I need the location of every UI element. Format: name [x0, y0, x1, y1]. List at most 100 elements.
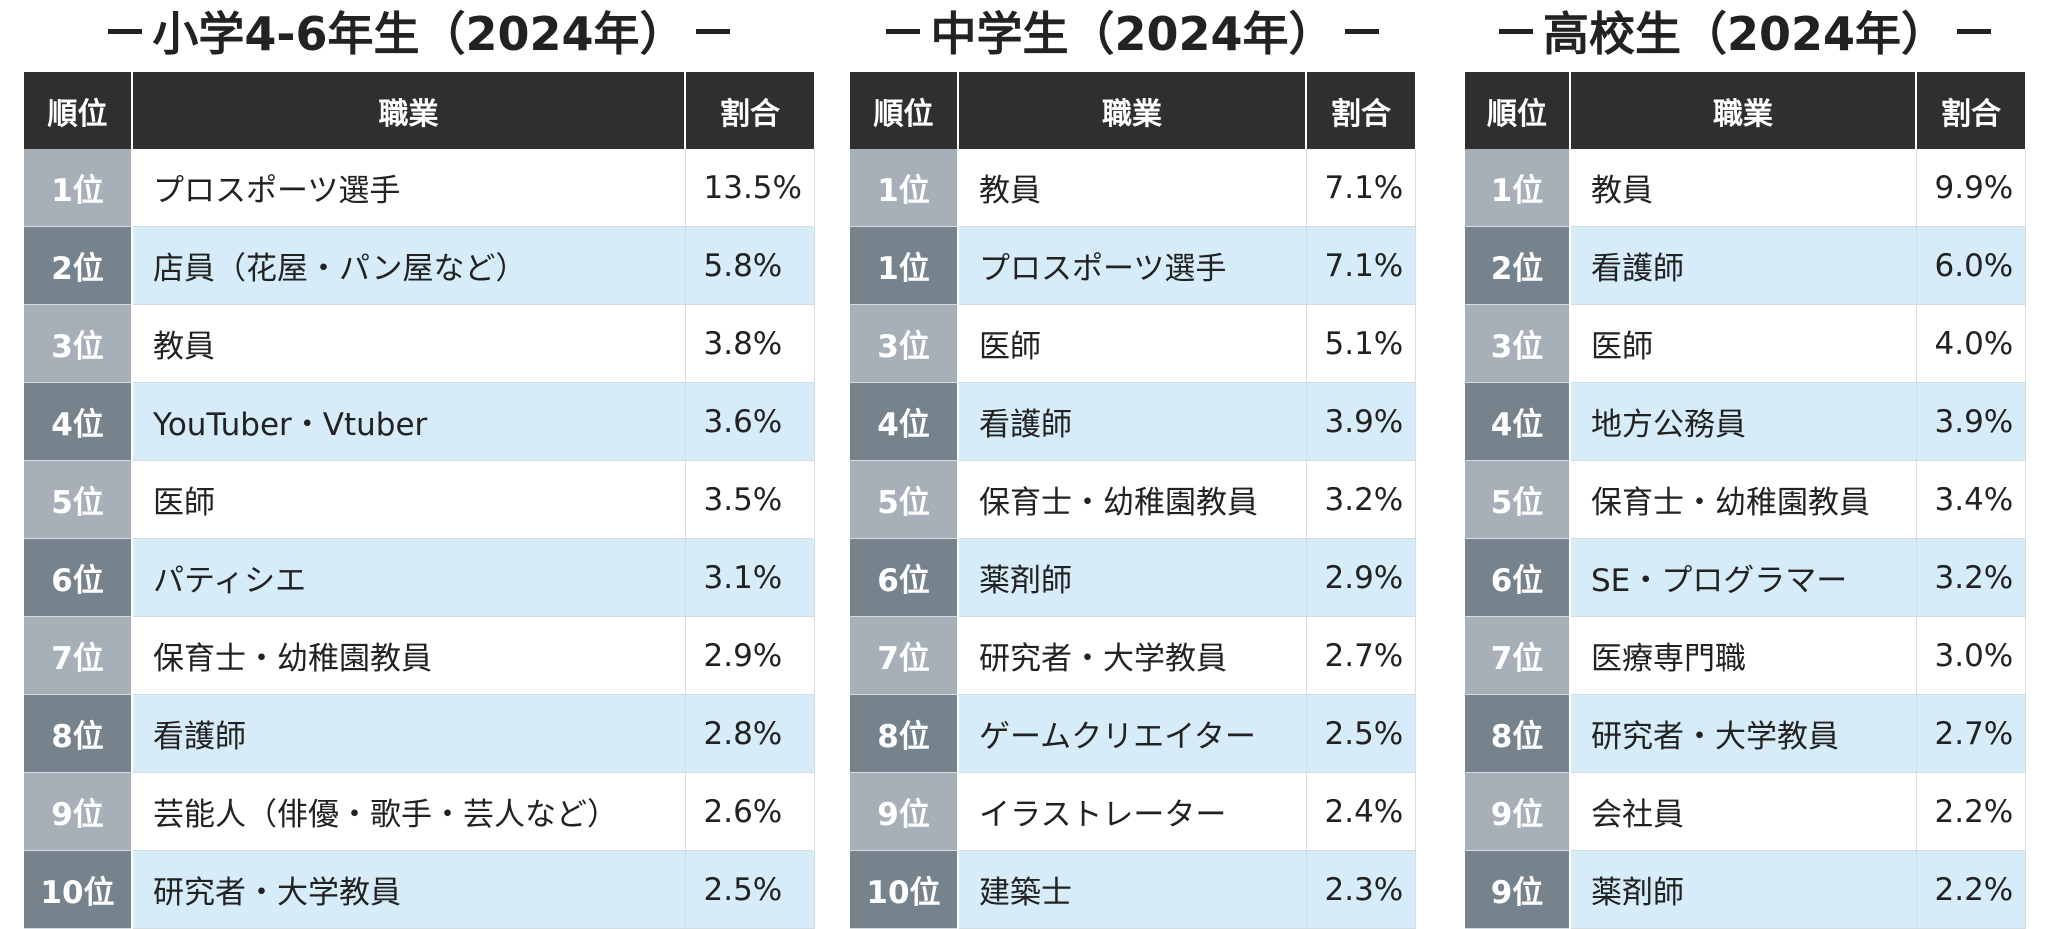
header-pct: 割合 — [685, 72, 814, 149]
job-cell: 看護師 — [131, 694, 686, 773]
table-row: 10位 研究者・大学教員 2.5% — [24, 850, 815, 929]
job-cell: プロスポーツ選手 — [131, 149, 686, 227]
job-cell: 研究者・大学教員 — [957, 616, 1307, 695]
rank-cell: 5位 — [850, 460, 959, 539]
table-row: 1位 プロスポーツ選手 7.1% — [850, 226, 1416, 305]
header-rank: 順位 — [850, 72, 959, 149]
job-cell: 教員 — [1569, 149, 1917, 227]
pct-cell: 6.0% — [1916, 226, 2026, 305]
rank-cell: 9位 — [1465, 850, 1571, 929]
rank-cell: 7位 — [1465, 616, 1571, 695]
job-cell: 薬剤師 — [957, 538, 1307, 617]
table-body: 1位 教員 7.1% 1位 プロスポーツ選手 7.1% 3位 医師 5.1% 4位 看護師 3.9% 5… — [850, 149, 1416, 929]
rank-cell: 6位 — [1465, 538, 1571, 617]
job-cell: パティシエ — [131, 538, 686, 617]
title-dash-left — [886, 28, 921, 34]
table-row: 9位 芸能人（俳優・歌手・芸人など） 2.6% — [24, 772, 815, 851]
rank-cell: 8位 — [850, 694, 959, 773]
pct-cell: 3.0% — [1916, 616, 2026, 695]
rank-cell: 4位 — [24, 382, 133, 461]
title-dash-right — [1344, 28, 1379, 34]
section-title: 小学4-6年生（2024年） — [24, 0, 814, 62]
job-cell: 薬剤師 — [1569, 850, 1917, 929]
title-dash-right — [1957, 28, 1992, 34]
job-cell: 教員 — [957, 149, 1307, 227]
table-row: 2位 店員（花屋・パン屋など） 5.8% — [24, 226, 815, 305]
table-row: 5位 保育士・幼稚園教員 3.2% — [850, 460, 1416, 539]
table-header-row: 順位 職業 割合 — [850, 72, 1415, 149]
job-cell: 医師 — [131, 460, 686, 539]
table-row: 8位 研究者・大学教員 2.7% — [1465, 694, 2026, 773]
rank-cell: 1位 — [850, 226, 959, 305]
table-row: 8位 ゲームクリエイター 2.5% — [850, 694, 1416, 773]
table-body: 1位 プロスポーツ選手 13.5% 2位 店員（花屋・パン屋など） 5.8% 3位 教員 3.8… — [24, 149, 815, 929]
rank-cell: 6位 — [24, 538, 133, 617]
rank-cell: 1位 — [850, 149, 959, 227]
rank-cell: 3位 — [850, 304, 959, 383]
section-title-text: 中学生（2024年） — [930, 7, 1335, 61]
pct-cell: 2.3% — [1306, 850, 1416, 929]
pct-cell: 3.8% — [685, 304, 815, 383]
job-cell: 研究者・大学教員 — [1569, 694, 1917, 773]
section-title-text: 高校生（2024年） — [1542, 7, 1948, 61]
table-header-row: 順位 職業 割合 — [1465, 72, 2025, 149]
rank-cell: 9位 — [1465, 772, 1571, 851]
pct-cell: 3.2% — [1916, 538, 2026, 617]
table-row: 9位 薬剤師 2.2% — [1465, 850, 2026, 929]
job-cell: 地方公務員 — [1569, 382, 1917, 461]
rank-cell: 10位 — [850, 850, 959, 929]
table-row: 7位 保育士・幼稚園教員 2.9% — [24, 616, 815, 695]
pct-cell: 13.5% — [685, 149, 815, 227]
pct-cell: 2.4% — [1306, 772, 1416, 851]
title-dash-left — [108, 28, 143, 34]
job-cell: ゲームクリエイター — [957, 694, 1307, 773]
table-row: 1位 教員 9.9% — [1465, 149, 2026, 227]
header-pct: 割合 — [1306, 72, 1415, 149]
header-job: 職業 — [132, 72, 686, 149]
pct-cell: 5.1% — [1306, 304, 1416, 383]
rank-cell: 4位 — [1465, 382, 1571, 461]
pct-cell: 2.9% — [1306, 538, 1416, 617]
pct-cell: 2.9% — [685, 616, 815, 695]
table-row: 3位 医師 5.1% — [850, 304, 1416, 383]
pct-cell: 9.9% — [1916, 149, 2026, 227]
job-cell: 医療専門職 — [1569, 616, 1917, 695]
section-title: 高校生（2024年） — [1465, 0, 2025, 62]
header-rank: 順位 — [24, 72, 133, 149]
rank-cell: 8位 — [24, 694, 133, 773]
rank-cell: 6位 — [850, 538, 959, 617]
header-job: 職業 — [958, 72, 1307, 149]
pct-cell: 4.0% — [1916, 304, 2026, 383]
pct-cell: 2.6% — [685, 772, 815, 851]
title-dash-right — [695, 28, 730, 34]
job-cell: YouTuber・Vtuber — [131, 382, 686, 461]
rank-cell: 3位 — [24, 304, 133, 383]
header-job: 職業 — [1570, 72, 1917, 149]
pct-cell: 7.1% — [1306, 226, 1416, 305]
pct-cell: 3.9% — [1916, 382, 2026, 461]
job-cell: 芸能人（俳優・歌手・芸人など） — [131, 772, 686, 851]
rank-cell: 5位 — [1465, 460, 1571, 539]
pct-cell: 2.2% — [1916, 772, 2026, 851]
rank-cell: 8位 — [1465, 694, 1571, 773]
pct-cell: 3.4% — [1916, 460, 2026, 539]
rank-cell: 2位 — [24, 226, 133, 305]
pct-cell: 5.8% — [685, 226, 815, 305]
job-cell: 教員 — [131, 304, 686, 383]
job-cell: 店員（花屋・パン屋など） — [131, 226, 686, 305]
table-header-row: 順位 職業 割合 — [24, 72, 814, 149]
rank-cell: 1位 — [24, 149, 133, 227]
ranking-table: 順位 職業 割合 1位 教員 9.9% 2位 看護師 6.0% 3位 医師 4.0% 4位 地方公務… — [1465, 72, 2026, 929]
job-cell: プロスポーツ選手 — [957, 226, 1307, 305]
rank-cell: 3位 — [1465, 304, 1571, 383]
rank-cell: 9位 — [850, 772, 959, 851]
header-rank: 順位 — [1465, 72, 1571, 149]
job-cell: 看護師 — [957, 382, 1307, 461]
title-dash-left — [1498, 28, 1533, 34]
pct-cell: 3.6% — [685, 382, 815, 461]
table-row: 9位 イラストレーター 2.4% — [850, 772, 1416, 851]
pct-cell: 3.2% — [1306, 460, 1416, 539]
job-cell: 建築士 — [957, 850, 1307, 929]
table-row: 6位 薬剤師 2.9% — [850, 538, 1416, 617]
ranking-table: 順位 職業 割合 1位 教員 7.1% 1位 プロスポーツ選手 7.1% 3位 医師 5.1% 4… — [850, 72, 1416, 929]
